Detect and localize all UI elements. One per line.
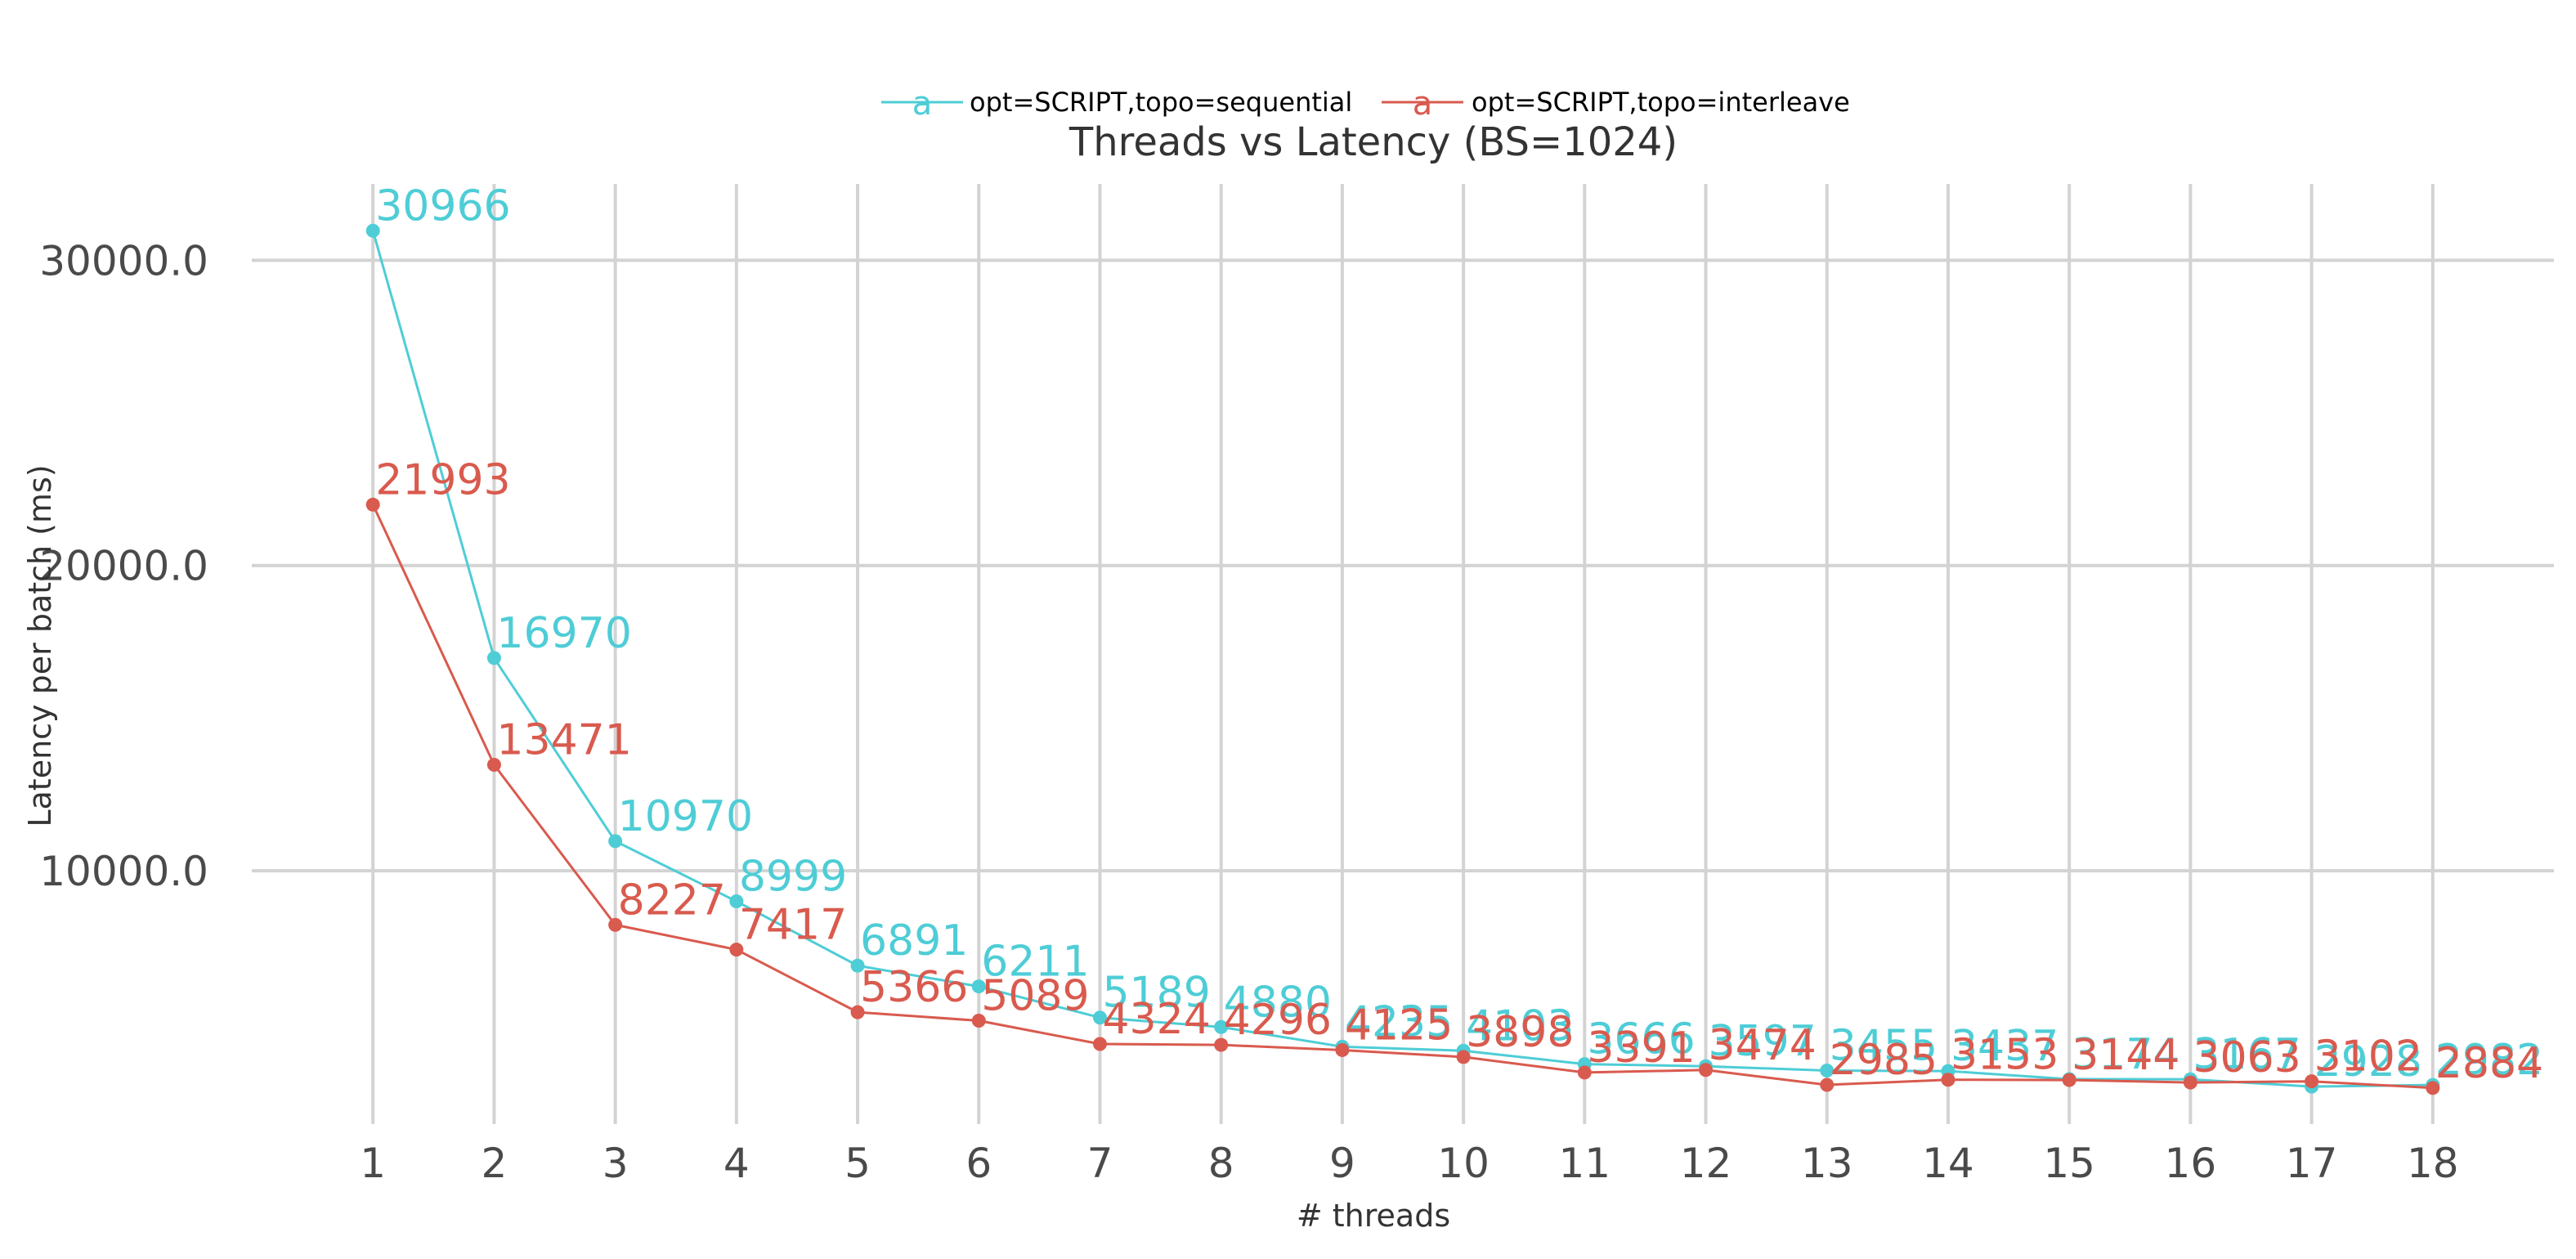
- data-label: 3167: [2193, 1030, 2300, 1079]
- data-point: [1456, 1050, 1471, 1064]
- data-point: [729, 943, 744, 957]
- data-point: [2305, 1074, 2319, 1089]
- data-label: 3474: [1709, 1021, 1817, 1070]
- data-point: [1335, 1042, 1350, 1057]
- data-label: 2985: [1830, 1036, 1938, 1085]
- data-label: 3898: [1466, 1008, 1574, 1057]
- x-tick-label: 4: [724, 1140, 750, 1187]
- data-label: 4296: [1224, 996, 1332, 1045]
- data-label: 5189: [1102, 969, 1210, 1018]
- chart-title: Threads vs Latency (BS=1024): [1068, 119, 1678, 165]
- data-label: 13471: [496, 715, 631, 764]
- data-label: 2982: [2435, 1036, 2543, 1085]
- x-tick-label: 1: [360, 1140, 386, 1187]
- data-label: 3063: [2193, 1033, 2300, 1082]
- data-label: 3153: [1951, 1031, 2059, 1080]
- data-point: [729, 894, 744, 908]
- data-point: [486, 757, 501, 772]
- data-point: [608, 834, 623, 849]
- x-axis-title: # threads: [1297, 1198, 1450, 1234]
- x-tick-label: 3: [603, 1140, 629, 1187]
- data-point: [486, 651, 501, 665]
- data-point: [971, 979, 986, 994]
- y-tick-label: 30000.0: [39, 237, 208, 285]
- y-axis-title: Latency per batch (ms): [22, 464, 58, 827]
- legend-glyph: a: [912, 85, 933, 123]
- data-point: [1941, 1073, 1956, 1087]
- data-label: 3174: [2072, 1030, 2180, 1079]
- data-point: [1699, 1063, 1714, 1078]
- data-label: 4235: [1345, 997, 1453, 1046]
- data-label: 8227: [618, 876, 726, 925]
- x-tick-label: 16: [2165, 1140, 2217, 1187]
- data-label: 6891: [860, 916, 968, 966]
- data-label: 5366: [860, 963, 968, 1012]
- data-label: 4324: [1102, 995, 1210, 1044]
- data-point: [1214, 1037, 1229, 1052]
- data-label: 3144: [2072, 1031, 2180, 1080]
- data-point: [1820, 1063, 1835, 1078]
- data-point: [608, 917, 623, 932]
- x-tick-label: 9: [1329, 1140, 1355, 1187]
- x-tick-label: 12: [1680, 1140, 1732, 1187]
- data-label: 3597: [1709, 1017, 1817, 1066]
- data-label: 5089: [981, 971, 1089, 1020]
- data-label: 6211: [981, 938, 1089, 987]
- data-point: [2062, 1073, 2076, 1087]
- data-point: [2183, 1075, 2197, 1090]
- grid-layer: [252, 184, 2554, 1124]
- data-point: [1092, 1010, 1107, 1025]
- series-layer: [365, 223, 2440, 1095]
- x-tick-label: 10: [1437, 1140, 1490, 1187]
- data-label: 2928: [2314, 1037, 2422, 1087]
- x-tick-label: 11: [1559, 1140, 1611, 1187]
- data-label: 16970: [496, 609, 631, 658]
- x-tick-label: 7: [1087, 1140, 1113, 1187]
- data-point: [2426, 1081, 2440, 1095]
- data-point: [850, 1005, 865, 1019]
- data-label: 3102: [2314, 1033, 2422, 1082]
- x-tick-label: 17: [2286, 1140, 2338, 1187]
- data-point: [1577, 1065, 1592, 1080]
- y-tick-label: 10000.0: [39, 848, 208, 895]
- data-label: 21993: [375, 455, 510, 504]
- data-label: 8999: [739, 852, 847, 901]
- x-tick-label: 5: [844, 1140, 871, 1187]
- x-tick-label: 8: [1208, 1140, 1234, 1187]
- legend: a opt=SCRIPT,topo=sequential a opt=SCRIPT,t…: [881, 85, 1850, 123]
- data-label: 3391: [1587, 1024, 1695, 1073]
- data-label: 7417: [739, 901, 847, 950]
- data-label: 4880: [1224, 978, 1332, 1027]
- data-point: [365, 497, 380, 512]
- x-tick-label: 2: [482, 1140, 508, 1187]
- data-point: [971, 1013, 986, 1028]
- x-tick-label: 13: [1801, 1140, 1853, 1187]
- data-point: [1820, 1078, 1835, 1092]
- x-tick-label: 15: [2043, 1140, 2095, 1187]
- data-point: [1214, 1019, 1229, 1034]
- data-label: 2884: [2435, 1039, 2543, 1088]
- tick-label-layer: 1 2 3 4 5 6 7 8 9 10 11 12 13 14 15 16 17 1810000.020000.…: [39, 237, 2458, 1187]
- data-label: 3666: [1587, 1015, 1695, 1064]
- data-label: 30966: [375, 181, 510, 231]
- data-point: [365, 223, 380, 238]
- series-line-1: [371, 230, 2433, 1088]
- series-line-2: [371, 504, 2433, 1090]
- legend-entry: opt=SCRIPT,topo=interleave: [1472, 87, 1850, 118]
- y-tick-label: 20000.0: [39, 543, 208, 590]
- data-label: 4125: [1345, 1001, 1453, 1050]
- data-label: 3455: [1830, 1021, 1938, 1070]
- data-label: 4103: [1466, 1001, 1574, 1051]
- data-label: 10970: [618, 792, 753, 841]
- x-tick-label: 6: [965, 1140, 992, 1187]
- legend-entry: opt=SCRIPT,topo=sequential: [970, 87, 1352, 118]
- x-tick-label: 14: [1922, 1140, 1974, 1187]
- legend-glyph: a: [1413, 85, 1433, 123]
- x-tick-label: 18: [2407, 1140, 2459, 1187]
- data-point: [1092, 1037, 1107, 1051]
- data-label: 3437: [1951, 1022, 2059, 1071]
- data-point: [850, 958, 865, 973]
